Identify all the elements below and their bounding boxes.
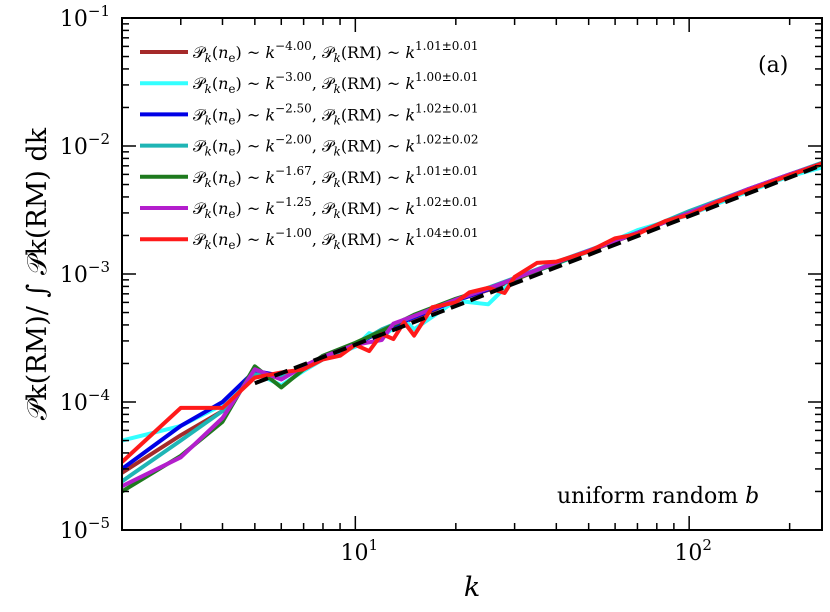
legend-label-2: 𝒫k(ne) ~ k−3.00, 𝒫k(RM) ~ k1.00±0.01 bbox=[193, 70, 479, 96]
series-line-7 bbox=[122, 161, 822, 464]
legend-label-6: 𝒫k(ne) ~ k−1.25, 𝒫k(RM) ~ k1.02±0.01 bbox=[193, 195, 479, 221]
annotation-prefix: uniform random bbox=[557, 484, 745, 509]
x-axis-title: k bbox=[464, 572, 480, 603]
y-tick-label-4: 10−2 bbox=[60, 130, 110, 160]
legend-label-5: 𝒫k(ne) ~ k−1.67, 𝒫k(RM) ~ k1.01±0.01 bbox=[193, 164, 479, 190]
tick-group bbox=[121, 17, 822, 531]
annotation: uniform random b bbox=[557, 484, 759, 509]
legend-label-4: 𝒫k(ne) ~ k−2.00, 𝒫k(RM) ~ k1.02±0.02 bbox=[193, 133, 479, 159]
y-axis-title: 𝒫k(RM)/ ∫ 𝒫k(RM) dk bbox=[22, 127, 53, 420]
x-tick-label-2: 102 bbox=[674, 536, 712, 566]
legend-label-7: 𝒫k(ne) ~ k−1.00, 𝒫k(RM) ~ k1.04±0.01 bbox=[193, 226, 479, 252]
fit-line bbox=[254, 163, 822, 386]
plot-frame bbox=[121, 17, 823, 531]
y-tick-label-5: 10−1 bbox=[60, 2, 110, 32]
legend-label-3: 𝒫k(ne) ~ k−2.50, 𝒫k(RM) ~ k1.02±0.01 bbox=[193, 101, 479, 127]
panel-label: (a) bbox=[758, 53, 788, 78]
legend-label-1: 𝒫k(ne) ~ k−4.00, 𝒫k(RM) ~ k1.01±0.01 bbox=[193, 39, 479, 65]
legend: 𝒫k(ne) ~ k−4.00, 𝒫k(RM) ~ k1.01±0.01 𝒫k(n… bbox=[140, 39, 479, 252]
annotation-symbol: b bbox=[745, 484, 759, 509]
fit-group bbox=[254, 163, 822, 386]
x-tick-label-1: 101 bbox=[341, 536, 379, 566]
y-tick-label-2: 10−4 bbox=[60, 386, 110, 416]
y-tick-label-3: 10−3 bbox=[60, 258, 110, 288]
y-tick-label-1: 10−5 bbox=[60, 514, 110, 544]
tick-label-group: 101 102 10−5 10−4 10−3 10−2 10−1 bbox=[60, 2, 712, 566]
